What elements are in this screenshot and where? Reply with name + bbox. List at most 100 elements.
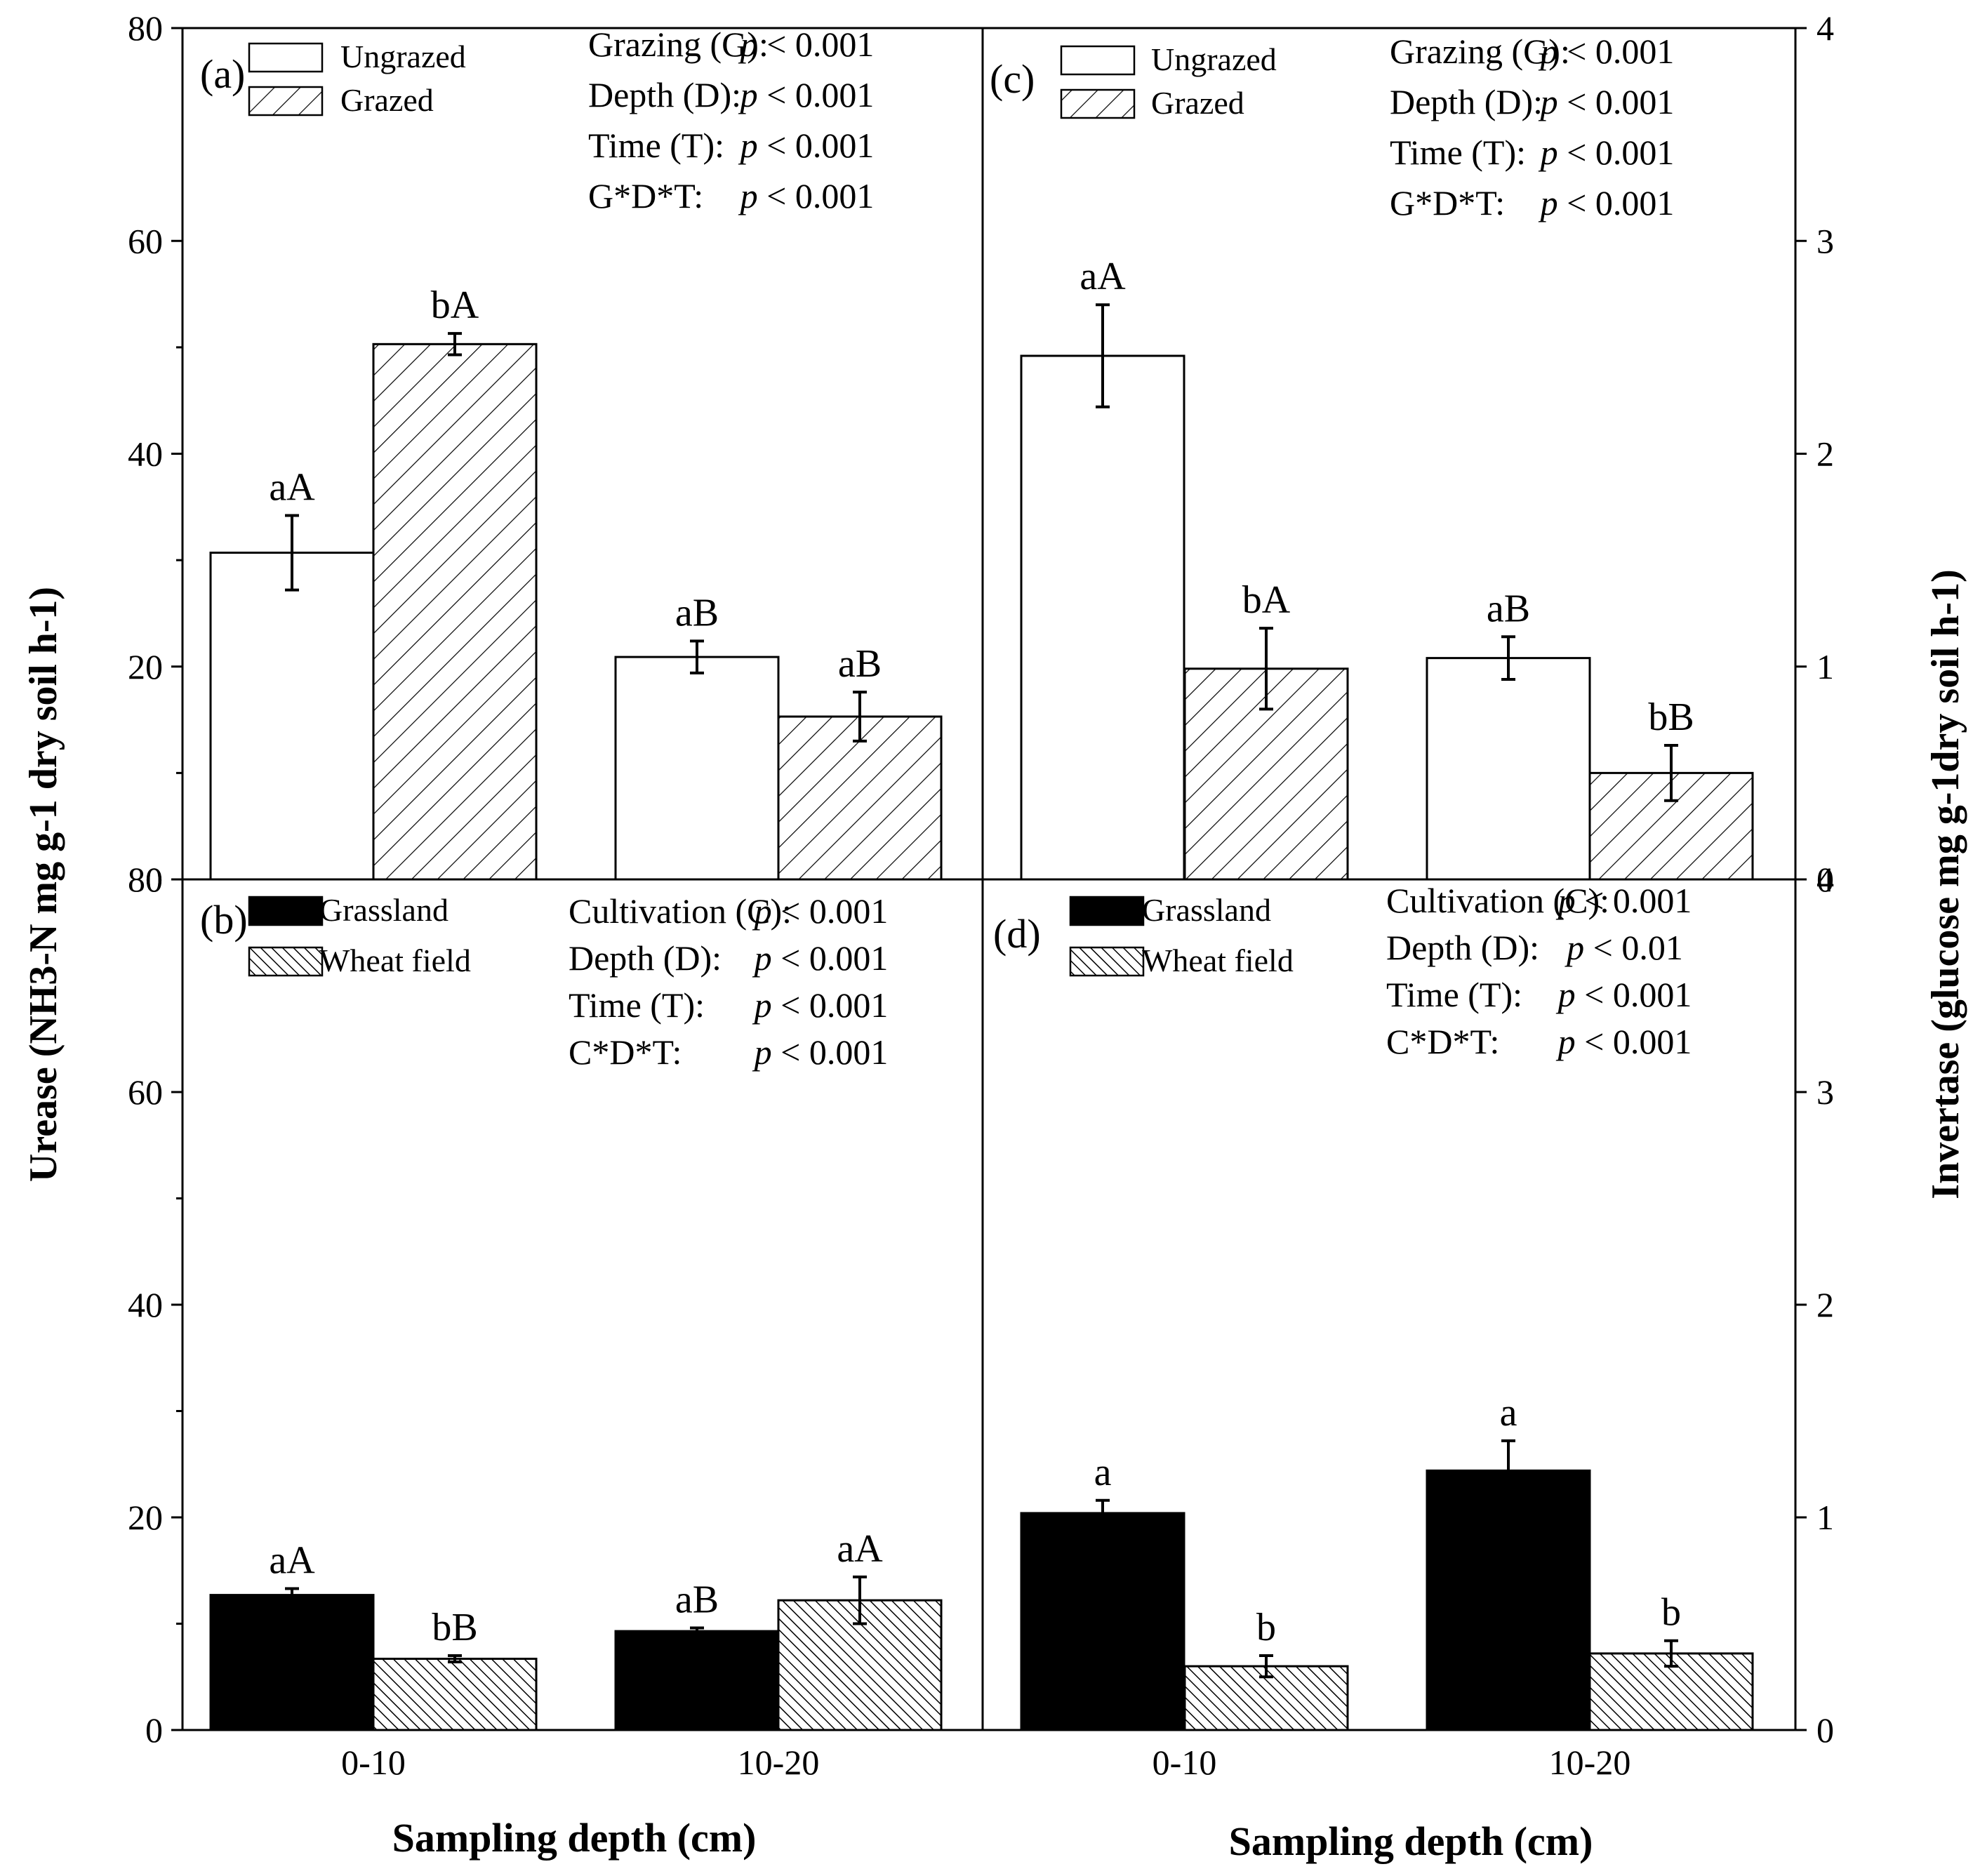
panel-c-stat-term: Grazing (G):: [1390, 32, 1570, 71]
panel-b-stat-term: Depth (D):: [569, 938, 722, 978]
panel-b-stat-term: C*D*T:: [569, 1032, 682, 1072]
panel-b-bar-wheat-field-0-10: [372, 1657, 538, 1731]
panel-a-ytick-label: 0: [145, 860, 163, 899]
panel-c-sig-label: aB: [1487, 587, 1530, 630]
panel-b-legend-swatch-grassland: [248, 896, 324, 926]
x-axis-title-right: Sampling depth (cm): [1229, 1818, 1593, 1864]
panel-d-ytick-label: 0: [1816, 1710, 1834, 1750]
panel-c-sig-label: aA: [1079, 255, 1126, 298]
panel-d-stat-term: Cultivation (C):: [1386, 881, 1609, 920]
panel-b-ytick-label: 80: [128, 860, 163, 899]
bars-layer: [209, 303, 1754, 1731]
panel-c-ytick-label: 1: [1816, 647, 1834, 686]
panel-a-stat-p: p < 0.001: [738, 25, 875, 64]
panel-a-stat-p: p < 0.001: [738, 176, 875, 215]
y-axis-title-left: Urease (NH3-N mg g-1 dry soil h-1): [22, 587, 65, 1182]
panel-b-sig-label: aB: [675, 1578, 719, 1622]
panel-b-xtick-label: 10-20: [738, 1743, 820, 1782]
panel-d-bar-grassland-10-20: [1426, 1469, 1591, 1731]
panel-a-stat-p: p < 0.001: [738, 126, 875, 165]
panel-a-stat-term: Time (T):: [588, 126, 724, 165]
panel-a-sig-label: aB: [675, 591, 719, 634]
panel-c-legend-label: Grazed: [1151, 85, 1244, 121]
panel-a-sig-label: aA: [269, 465, 315, 509]
panel-a-bar-ungrazed-0-10: [209, 552, 375, 881]
panel-c-bar-ungrazed-10-20: [1426, 657, 1591, 881]
panel-d-ytick-label: 4: [1816, 860, 1834, 899]
panel-a-legend-label: Ungrazed: [340, 39, 466, 74]
panel-c-ytick-label: 4: [1816, 8, 1834, 48]
panel-b-sig-label: aA: [837, 1527, 883, 1571]
panel-a-ytick-label: 80: [128, 8, 163, 48]
panel-a-legend-swatch-ungrazed: [248, 42, 324, 73]
panel-a-bar-grazed-0-10: [372, 342, 538, 881]
panel-d-legend-label: Grassland: [1142, 892, 1271, 928]
panel-c-stat-term: Time (T):: [1390, 133, 1526, 172]
panel-b-stat-p: p < 0.001: [752, 938, 889, 978]
panel-c-stat-term: Depth (D):: [1390, 82, 1543, 121]
panel-d-legend-swatch-wheat-field: [1069, 946, 1145, 977]
panel-d-xtick-label: 0-10: [1152, 1743, 1217, 1782]
panel-b-stat-p: p < 0.001: [752, 985, 889, 1025]
panel-b-ytick-label: 40: [128, 1285, 163, 1324]
panel-d-stat-p: p < 0.01: [1565, 928, 1683, 967]
panel-c-stat-p: p < 0.001: [1539, 183, 1675, 222]
panel-b-bar-grassland-0-10: [209, 1594, 375, 1731]
x-axis-title-left: Sampling depth (cm): [392, 1815, 757, 1861]
panel-b-ytick-label: 60: [128, 1072, 163, 1112]
panel-d-bar-grassland-0-10: [1020, 1512, 1185, 1731]
panel-b-sig-label: bB: [432, 1606, 477, 1649]
panel-b-stat-term: Time (T):: [569, 985, 705, 1025]
panel-a-legend-swatch-grazed: [248, 86, 324, 117]
panel-c-sig-label: bA: [1242, 578, 1291, 622]
panel-a-ytick-label: 20: [128, 647, 163, 686]
panel-c-bar-ungrazed-0-10: [1020, 354, 1185, 881]
panel-a-stat-p: p < 0.001: [738, 75, 875, 114]
panel-d-ytick-label: 3: [1816, 1072, 1834, 1112]
panel-a-bar-ungrazed-10-20: [614, 656, 780, 881]
panel-c-sig-label: bB: [1648, 696, 1694, 739]
panel-c-ytick-label: 0: [1816, 860, 1834, 899]
panel-d-stat-term: Depth (D):: [1386, 928, 1539, 967]
panel-b-legend-label: Grassland: [319, 892, 449, 928]
panel-c-legend-swatch-grazed: [1060, 88, 1136, 119]
panel-b-ytick-label: 20: [128, 1498, 163, 1537]
panel-c-ytick-label: 2: [1816, 434, 1834, 474]
panel-c-stat-p: p < 0.001: [1539, 133, 1675, 172]
panel-b-legend-label: Wheat field: [319, 943, 471, 978]
panel-d-ytick-label: 1: [1816, 1498, 1834, 1537]
panel-a-stat-term: G*D*T:: [588, 176, 703, 215]
panel-c-ytick-label: 3: [1816, 221, 1834, 260]
panel-d-sig-label: a: [1500, 1391, 1517, 1435]
panel-a-stat-term: Grazing (G):: [588, 25, 769, 64]
panel-c-stat-term: G*D*T:: [1390, 183, 1505, 222]
panel-a-sig-label: bA: [431, 284, 479, 327]
panel-a-legend-label: Grazed: [340, 82, 434, 118]
panel-d-legend-label: Wheat field: [1142, 943, 1294, 978]
panel-b-ytick-label: 0: [145, 1710, 163, 1750]
panel-d-sig-label: b: [1661, 1591, 1681, 1635]
panel-a-sig-label: aB: [838, 642, 882, 686]
panel-c-label: (c): [990, 56, 1035, 102]
panel-b-bar-grassland-10-20: [614, 1630, 780, 1731]
panel-d-stat-p: p < 0.001: [1556, 1022, 1692, 1061]
panel-d-stat-p: p < 0.001: [1556, 975, 1692, 1014]
y-axis-title-right: Invertase (glucose mg g-1dry soil h-1): [1924, 569, 1967, 1199]
panel-d-ytick-label: 2: [1816, 1285, 1834, 1324]
panel-c-legend-label: Ungrazed: [1151, 41, 1277, 77]
panel-d-xtick-label: 10-20: [1549, 1743, 1631, 1782]
panel-d-stat-p: p < 0.001: [1556, 881, 1692, 920]
panel-b-stat-p: p < 0.001: [752, 1032, 889, 1072]
panel-b-sig-label: aA: [269, 1539, 315, 1583]
panel-d-label: (d): [993, 911, 1041, 957]
panel-a-ytick-label: 60: [128, 221, 163, 260]
panel-b-legend-swatch-wheat-field: [248, 946, 324, 977]
panel-b-label: (b): [200, 897, 248, 943]
panel-c-stat-p: p < 0.001: [1539, 32, 1675, 71]
panel-d-sig-label: b: [1256, 1606, 1276, 1649]
panel-b-stat-term: Cultivation (C):: [569, 891, 792, 931]
panel-c-legend-swatch-ungrazed: [1060, 45, 1136, 76]
panel-d-stat-term: C*D*T:: [1386, 1022, 1499, 1061]
